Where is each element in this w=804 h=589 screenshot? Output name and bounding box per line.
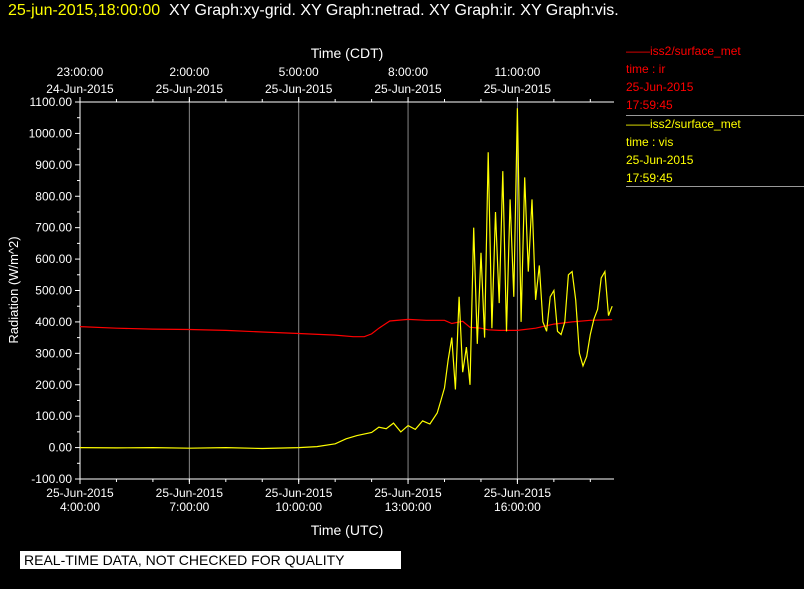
- series-ir-line: [79, 318, 613, 338]
- legend-vis-dash: ——: [626, 117, 650, 131]
- x-tick-label-time: 13:00:00: [385, 500, 432, 514]
- y-axis-label: Radiation (W/m^2): [6, 236, 21, 343]
- legend-ir-name: ——iss2/surface_met: [626, 42, 804, 60]
- x-tick-label-date: 25-Jun-2015: [374, 486, 442, 500]
- legend-ir-line: time : ir: [626, 62, 666, 76]
- x-top-tick-label-time: 23:00:00: [57, 65, 104, 79]
- legend-vis-line: time : vis: [626, 135, 674, 149]
- y-tick-label: 500.00: [35, 284, 72, 298]
- legend-ir-dash: ——: [626, 44, 650, 58]
- x-tick-label-date: 25-Jun-2015: [46, 486, 114, 500]
- y-tick-label: 1100.00: [30, 95, 73, 109]
- x-top-tick-label-time: 5:00:00: [279, 65, 319, 79]
- x-top-tick-label-date: 25-Jun-2015: [156, 82, 224, 96]
- title-graphs: XY Graph:xy-grid. XY Graph:netrad. XY Gr…: [169, 2, 619, 19]
- x-tick-label-date: 25-Jun-2015: [156, 486, 224, 500]
- legend-ir-date: 25-Jun-2015: [626, 80, 694, 94]
- x-tick-label-time: 10:00:00: [275, 500, 322, 514]
- quality-disclaimer: REAL-TIME DATA, NOT CHECKED FOR QUALITY: [20, 551, 401, 569]
- x-top-tick-label-time: 11:00:00: [494, 65, 540, 79]
- x-tick-label-time: 4:00:00: [60, 500, 100, 514]
- x-tick-label-date: 25-Jun-2015: [484, 486, 552, 500]
- y-tick-label: 0.00: [49, 441, 73, 455]
- legend-vis-label: iss2/surface_met: [650, 117, 741, 131]
- x-axis-bottom-label: Time (UTC): [311, 522, 384, 538]
- x-top-tick-label-date: 24-Jun-2015: [46, 82, 114, 96]
- legend-ir-time: 17:59:45: [626, 98, 673, 112]
- y-tick-label: -100.00: [31, 472, 72, 486]
- x-tick-label-time: 7:00:00: [169, 500, 209, 514]
- legend-vis-time: 17:59:45: [626, 171, 673, 185]
- y-tick-label: 600.00: [35, 252, 72, 266]
- x-tick-label-date: 25-Jun-2015: [265, 486, 333, 500]
- x-top-tick-label-date: 25-Jun-2015: [484, 82, 552, 96]
- y-tick-label: 400.00: [35, 315, 72, 329]
- y-tick-label: 300.00: [35, 346, 72, 360]
- legend-separator: [626, 186, 804, 187]
- chart-title-bar: 25-jun-2015,18:00:00 XY Graph:xy-grid. X…: [8, 2, 619, 20]
- legend-vis-date: 25-Jun-2015: [626, 153, 694, 167]
- series-vis-line: [79, 108, 613, 450]
- y-tick-label: 700.00: [35, 221, 72, 235]
- legend-vis-name: ——iss2/surface_met: [626, 115, 804, 133]
- x-top-tick-label-date: 25-Jun-2015: [265, 82, 333, 96]
- legend-ir-label: iss2/surface_met: [650, 44, 741, 58]
- x-tick-label-time: 16:00:00: [494, 500, 541, 514]
- y-tick-label: 800.00: [35, 189, 72, 203]
- y-tick-label: 200.00: [35, 378, 72, 392]
- x-top-tick-label-date: 25-Jun-2015: [374, 82, 442, 96]
- y-tick-label: 1000.00: [29, 126, 73, 140]
- y-tick-label: 100.00: [35, 409, 72, 423]
- y-tick-label: 900.00: [35, 158, 72, 172]
- x-axis-top-label: Time (CDT): [311, 45, 384, 61]
- title-date: 25-jun-2015,18:00:00: [8, 2, 161, 19]
- x-top-tick-label-time: 8:00:00: [388, 65, 428, 79]
- x-top-tick-label-time: 2:00:00: [169, 65, 209, 79]
- legend-separator: [626, 115, 804, 116]
